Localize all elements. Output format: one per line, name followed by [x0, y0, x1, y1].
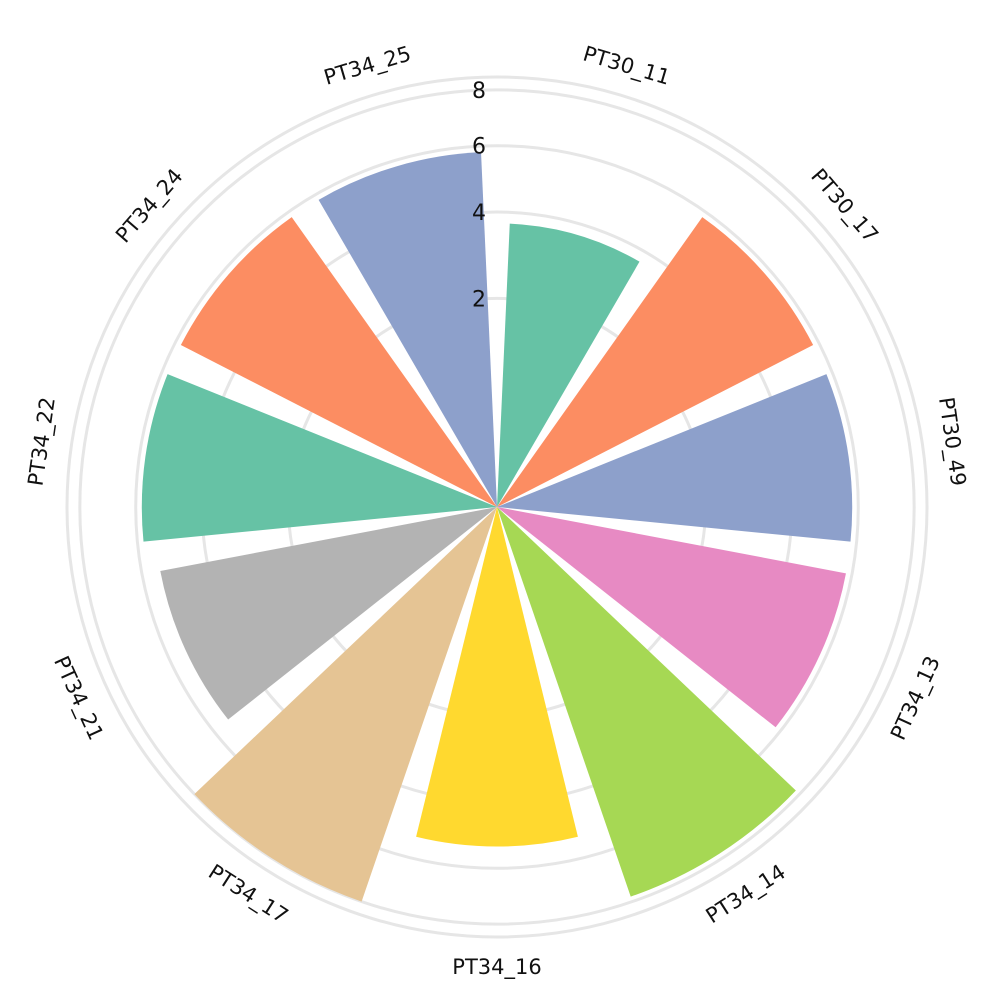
bar-pt34-25 [318, 152, 497, 507]
bar-pt30-17 [497, 217, 814, 507]
category-label-pt30-17: PT30_17 [806, 164, 883, 248]
bar-pt30-11 [497, 223, 640, 507]
category-label-pt30-49: PT30_49 [933, 396, 970, 488]
category-label-pt34-17: PT34_17 [204, 860, 293, 929]
grid-circle-outer [65, 75, 929, 939]
bar-pt34-16 [416, 507, 578, 847]
bar-pt34-21 [160, 507, 498, 720]
category-label-pt34-24: PT34_24 [111, 164, 188, 248]
bar-pt34-17 [194, 507, 497, 902]
category-label-pt34-16: PT34_16 [452, 955, 541, 980]
bar-layer [141, 152, 853, 902]
radial-tick-label-8: 8 [472, 79, 486, 104]
category-label-pt34-22: PT34_22 [23, 396, 60, 488]
tick-layer: 2 4 6 8 [472, 79, 486, 313]
grid-circle-8 [78, 88, 916, 926]
bar-pt34-22 [141, 374, 498, 542]
grid-circle-6 [134, 144, 860, 870]
radial-tick-label-4: 4 [472, 201, 486, 226]
bar-pt34-13 [497, 507, 846, 728]
bar-pt34-14 [497, 507, 796, 897]
category-label-pt34-25: PT34_25 [321, 42, 414, 91]
bar-pt30-49 [497, 374, 853, 542]
radial-tick-label-6: 6 [472, 135, 486, 160]
radial-tick-label-2: 2 [472, 287, 486, 312]
category-label-pt30-11: PT30_11 [580, 42, 673, 91]
bar-pt34-24 [180, 217, 498, 507]
category-label-pt34-14: PT34_14 [702, 860, 791, 929]
